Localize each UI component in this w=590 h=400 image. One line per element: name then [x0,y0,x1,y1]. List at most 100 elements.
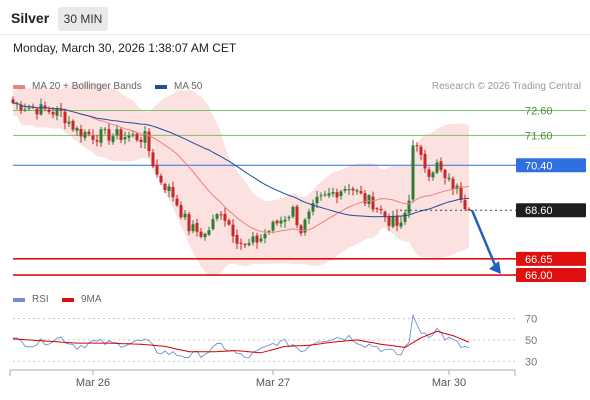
candle [231,224,235,237]
price-label-box-66.00 [516,268,586,283]
legend-9ma: 9MA [62,294,102,305]
legend-rsi-label: RSI [32,294,49,305]
candle [59,108,63,111]
candle [47,109,51,113]
candle [355,190,359,192]
candle [267,230,271,233]
candle [27,107,31,109]
candle [15,103,19,105]
candle [451,178,455,189]
candle [447,177,451,180]
candle [371,196,375,210]
candle [107,129,111,141]
candle [463,200,467,210]
ma50-line [13,102,470,218]
candle [51,112,55,115]
ma20-swatch [13,84,25,89]
candle [75,128,79,131]
candle [227,220,231,225]
x-tick-label-1: Mar 27 [256,377,290,389]
candle [151,152,155,167]
rsi-tick-50: 50 [525,335,537,347]
candle [135,133,139,141]
candle [383,211,387,217]
candle [363,193,367,204]
candle [423,153,427,169]
candle [303,219,307,233]
candle [399,222,403,227]
rsi-tick-70: 70 [525,313,537,325]
timeframe-button[interactable]: 30 MIN [58,7,108,31]
candle [375,208,379,210]
price-label-66.65: 66.65 [525,254,553,266]
price-label-71.60: 71.60 [525,130,553,142]
candle [255,235,259,243]
candle [183,213,187,218]
price-label-70.40: 70.40 [525,160,553,172]
candle [295,206,299,226]
candle [427,169,431,177]
candle [239,242,243,244]
candle [103,128,107,130]
x-tick-label-2: Mar 30 [432,377,466,389]
candle [195,223,199,232]
candle [147,131,151,152]
candle [207,230,211,235]
candle [159,175,163,183]
price-label-66.00: 66.00 [525,270,553,282]
legend-rsi: RSI [13,294,49,305]
candle [439,161,443,171]
candle [343,189,347,191]
candle [407,200,411,214]
candle [167,186,171,191]
candle [359,191,363,194]
credit-text: Research © 2026 Trading Central [431,81,581,92]
candle [287,216,291,219]
candle [263,233,267,239]
candle [71,120,75,130]
candle [39,104,43,115]
candle [23,109,27,111]
candle [11,99,15,104]
legend-ma50: MA 50 [155,81,202,92]
candle [435,162,439,173]
rsi-9ma-line [12,330,470,354]
candle [299,225,303,234]
rsi-swatch [13,297,25,302]
candle [247,243,251,246]
candle [319,195,323,197]
candle [215,214,219,219]
candle [19,104,23,111]
candle [143,131,147,143]
candle [139,139,143,143]
candle [91,135,95,140]
price-label-box-66.65 [516,251,586,266]
candle [323,194,327,196]
candle [403,212,407,222]
candle [279,220,283,224]
candle [367,195,371,204]
price-label-72.60: 72.60 [525,105,553,117]
candle [155,165,159,175]
candle [311,203,315,212]
candle [187,214,191,232]
candle [95,140,99,142]
candle [467,209,471,211]
candle [219,214,223,216]
candle [419,146,423,155]
chart-datetime: Monday, March 30, 2026 1:38:07 AM CET [13,41,237,55]
candle [331,191,335,194]
candle [87,131,91,135]
candle [415,145,419,147]
candle [275,220,279,224]
candle [63,111,67,124]
candle [199,231,203,237]
candle [119,129,123,141]
candle [127,135,131,138]
candle [347,189,351,191]
price-label-box-70.40 [516,158,586,173]
candle [455,185,459,190]
symbol-title: Silver [11,10,50,26]
forecast-arrow-head [489,261,501,275]
